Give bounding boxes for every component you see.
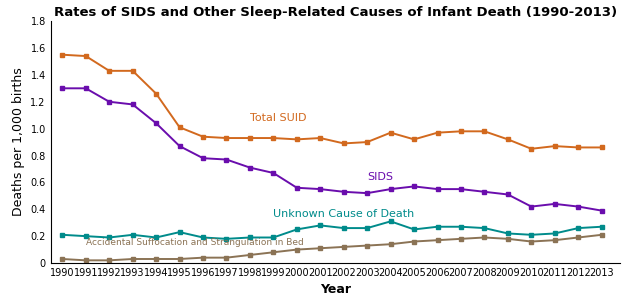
Text: SIDS: SIDS — [367, 172, 393, 182]
Text: Total SUID: Total SUID — [250, 113, 307, 123]
Text: Accidental Suffocation and Strangulation in Bed: Accidental Suffocation and Strangulation… — [86, 238, 304, 247]
Title: Rates of SIDS and Other Sleep-Related Causes of Infant Death (1990-2013): Rates of SIDS and Other Sleep-Related Ca… — [54, 5, 617, 18]
X-axis label: Year: Year — [320, 284, 351, 297]
Y-axis label: Deaths per 1,000 births: Deaths per 1,000 births — [12, 68, 25, 217]
Text: Unknown Cause of Death: Unknown Cause of Death — [274, 209, 414, 219]
